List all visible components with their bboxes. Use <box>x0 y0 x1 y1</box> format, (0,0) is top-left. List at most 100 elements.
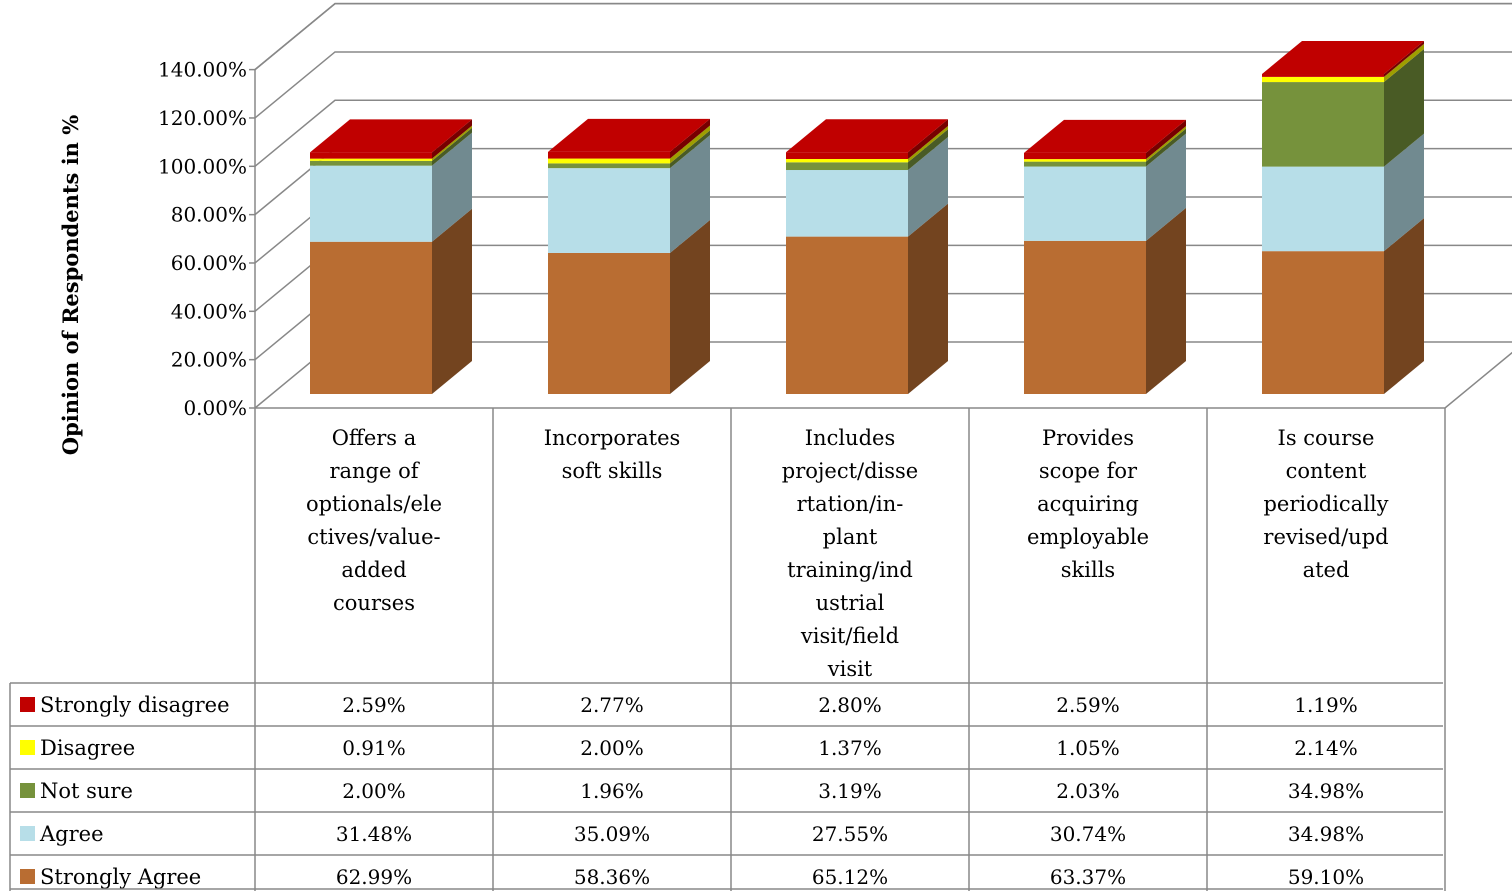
bar-segment-front <box>786 170 908 237</box>
table-cell: 65.12% <box>812 865 888 889</box>
category-label: employable <box>1027 525 1149 549</box>
category-label: Incorporates <box>544 426 681 450</box>
category-label: Is course <box>1278 426 1375 450</box>
table-cell: 35.09% <box>574 822 650 846</box>
bar-segment-side <box>908 125 948 163</box>
gridline <box>254 99 1512 167</box>
bar-segment-front <box>1262 76 1384 83</box>
y-tick-label: 140.00% <box>158 58 247 82</box>
table-cell: 3.19% <box>818 779 882 803</box>
bar-segment-front <box>548 252 670 394</box>
table-cell: 1.05% <box>1056 736 1120 760</box>
bar-segment-front <box>1262 166 1384 252</box>
table-cell: 1.19% <box>1294 693 1358 717</box>
category-label: ctives/value- <box>307 525 440 549</box>
bar-stack <box>548 118 710 394</box>
table-cell: 1.37% <box>818 736 882 760</box>
y-tick-label: 40.00% <box>171 299 247 323</box>
bar-segment-front <box>310 160 432 166</box>
bar-stack <box>1262 41 1424 394</box>
table-cell: 62.99% <box>336 865 412 889</box>
table-cell: 2.59% <box>1056 693 1120 717</box>
bar-stack <box>1024 119 1186 394</box>
bar-stack <box>786 119 948 394</box>
table-cell: 34.98% <box>1288 779 1364 803</box>
bar-segment-front <box>786 236 908 394</box>
table-cell: 2.80% <box>818 693 882 717</box>
bar-segment-front <box>1024 152 1146 160</box>
category-label: rtation/in- <box>797 492 904 516</box>
category-label: optionals/ele <box>306 492 442 516</box>
bar-segment-front <box>548 151 670 159</box>
category-label: courses <box>333 591 415 615</box>
table-cell: 2.14% <box>1294 736 1358 760</box>
y-tick-label: 80.00% <box>171 203 247 227</box>
floor <box>254 341 1512 409</box>
y-tick-label: 20.00% <box>171 348 247 372</box>
bar-segment-front <box>310 152 432 159</box>
table-cell: 27.55% <box>812 822 888 846</box>
category-label: ustrial <box>816 591 885 615</box>
bar-segment-front <box>1024 240 1146 394</box>
y-tick-label: 60.00% <box>171 251 247 275</box>
y-axis-label: Opinion of Respondents in % <box>58 115 83 455</box>
bar-segment-front <box>548 163 670 169</box>
bar-segment-front <box>1262 74 1384 77</box>
y-tick-label: 0.00% <box>183 396 247 420</box>
bar-segment-side <box>908 129 948 171</box>
bar-segment-front <box>786 162 908 171</box>
category-label: added <box>341 558 406 582</box>
table-cell: 34.98% <box>1288 822 1364 846</box>
table-cell: 2.03% <box>1056 779 1120 803</box>
legend-swatch <box>20 740 35 755</box>
table-cell: 2.00% <box>342 779 406 803</box>
bar-segment-side <box>670 219 710 394</box>
table-cell: 63.37% <box>1050 865 1126 889</box>
y-tick-label: 100.00% <box>158 154 247 178</box>
category-label: content <box>1286 459 1367 483</box>
table-cell: 2.00% <box>580 736 644 760</box>
y-axis: 0.00% 20.00% 40.00% 60.00% 80.00% 100.00% 120.… <box>158 58 255 420</box>
legend-swatch <box>20 826 35 841</box>
data-table: Offers a range of optionals/ele ctives/valu… <box>9 408 1446 891</box>
y-tick-label: 120.00% <box>158 106 247 130</box>
table-cell: 2.77% <box>580 693 644 717</box>
category-label: visit/field <box>800 624 899 648</box>
bar-segment-front <box>310 165 432 242</box>
bar-segment-side <box>432 208 472 394</box>
legend-swatch <box>20 783 35 798</box>
legend-label: Agree <box>39 822 104 846</box>
bar-segment-side <box>908 203 948 394</box>
bar-segment-front <box>786 158 908 163</box>
table-cell: 30.74% <box>1050 822 1126 846</box>
category-label: periodically <box>1263 492 1388 516</box>
bar-segment-side <box>432 119 472 159</box>
bar-segment-side <box>432 132 472 242</box>
bar-segment-side <box>1146 119 1186 160</box>
category-label: revised/upd <box>1263 525 1388 549</box>
bar-segment-front <box>786 152 908 159</box>
bar-segment-side <box>670 118 710 159</box>
legend-label: Not sure <box>40 779 133 803</box>
bar-segment-side <box>432 125 472 161</box>
bar-segment-side <box>670 125 710 164</box>
bar-segment-front <box>1262 82 1384 167</box>
category-label: ated <box>1303 558 1350 582</box>
bar-segment-front <box>548 158 670 164</box>
bar-segment-front <box>310 241 432 394</box>
table-cell: 59.10% <box>1288 865 1364 889</box>
legend-label: Disagree <box>40 736 135 760</box>
bar-segment-side <box>908 119 948 159</box>
bar-segment-front <box>1024 166 1146 241</box>
bar-top <box>310 119 472 153</box>
bar-segment-side <box>1384 133 1424 252</box>
bar-segment-side <box>432 127 472 166</box>
table-cell: 2.59% <box>342 693 406 717</box>
bar-top <box>1024 119 1186 153</box>
category-label: scope for <box>1039 459 1138 483</box>
bar-segment-side <box>1384 49 1424 167</box>
gridline <box>254 51 1512 119</box>
bar-top <box>1262 41 1424 75</box>
bar-segment-side <box>1146 128 1186 167</box>
